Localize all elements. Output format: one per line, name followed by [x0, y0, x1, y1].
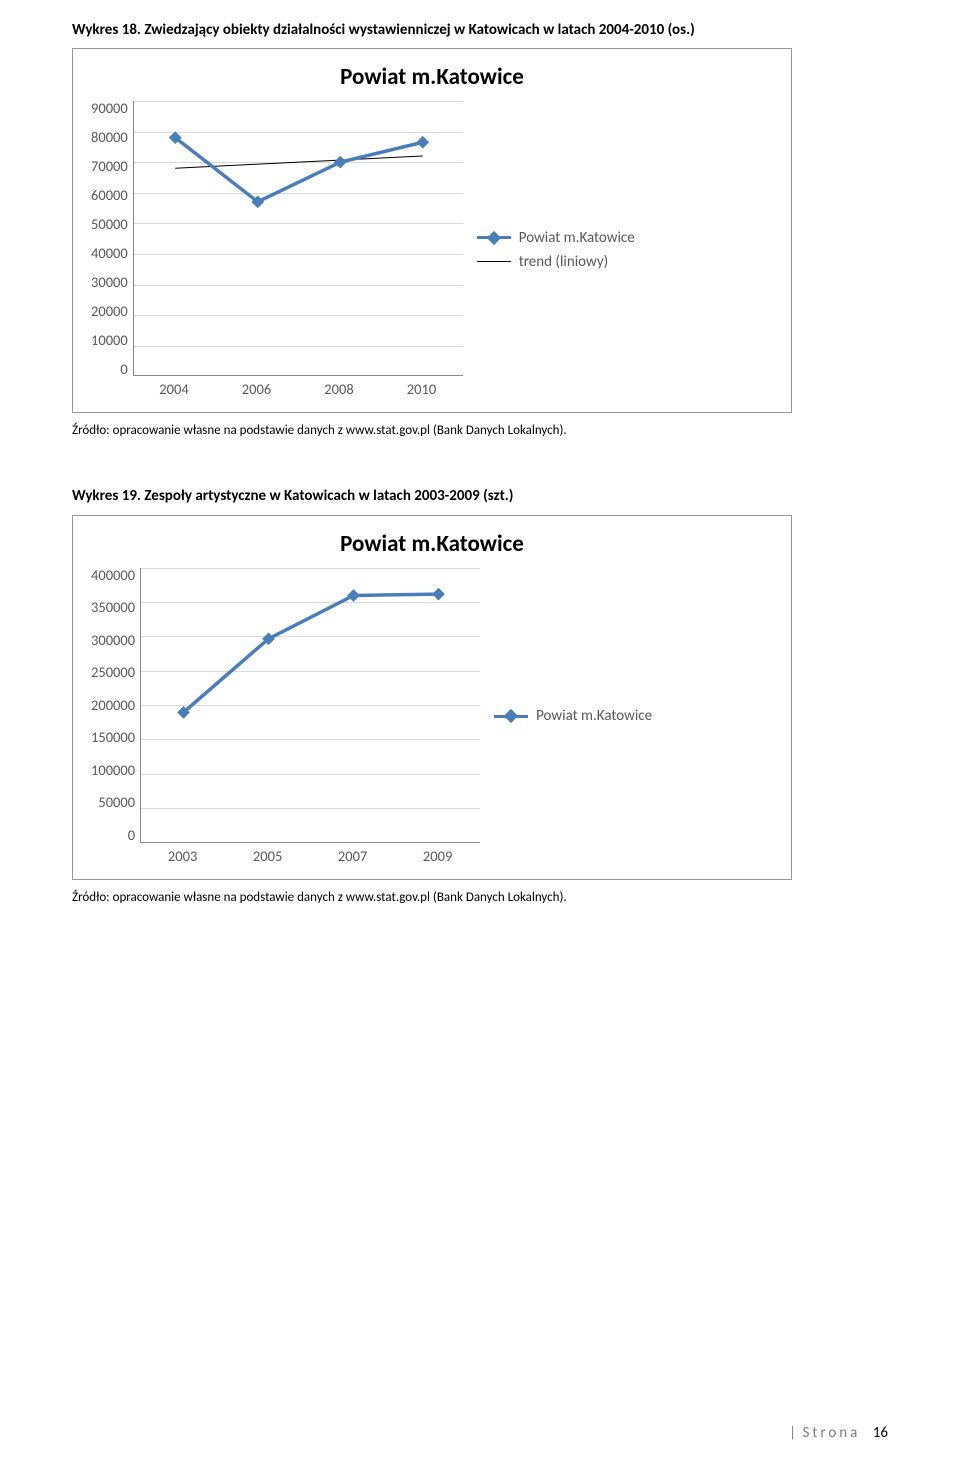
legend-item: Powiat m.Katowice: [477, 229, 635, 247]
chart2-caption: Wykres 19. Zespoły artystyczne w Katowic…: [72, 486, 888, 506]
chart2-source: Źródło: opracowanie własne na podstawie …: [72, 890, 888, 905]
y-tick-label: 250000: [91, 665, 135, 680]
x-tick-label: 2004: [133, 380, 216, 398]
chart1-source: Źródło: opracowanie własne na podstawie …: [72, 423, 888, 438]
data-series-line: [175, 138, 423, 202]
data-series-line: [184, 594, 439, 712]
page-number: 16: [873, 1424, 888, 1442]
y-tick-label: 60000: [91, 188, 128, 203]
legend-swatch: [477, 231, 511, 245]
y-tick-label: 50000: [98, 795, 135, 810]
chart1-caption: Wykres 18. Zwiedzający obiekty działalno…: [72, 20, 888, 40]
chart1-frame: Powiat m.Katowice 90000 80000 70000 60000 50…: [72, 48, 792, 413]
chart2-y-axis: 400000 350000 300000 250000 200000 150000 1000…: [91, 568, 140, 843]
legend-swatch: [477, 255, 511, 269]
chart2-legend: Powiat m.Katowice: [494, 568, 652, 865]
legend-label: Powiat m.Katowice: [536, 707, 652, 725]
y-tick-label: 20000: [91, 304, 128, 319]
footer-divider: |: [789, 1424, 796, 1442]
legend-swatch: [494, 709, 528, 723]
document-page: Wykres 18. Zwiedzający obiekty działalno…: [0, 0, 960, 1466]
chart-svg: [134, 101, 464, 376]
chart2-plot-area: [140, 568, 480, 843]
chart2-frame: Powiat m.Katowice 400000 350000 300000 2500…: [72, 515, 792, 880]
y-tick-label: 0: [128, 828, 135, 843]
x-tick-label: 2008: [298, 380, 381, 398]
y-tick-label: 90000: [91, 101, 128, 116]
y-tick-label: 50000: [91, 217, 128, 232]
chart-svg: [141, 568, 481, 843]
chart2-x-axis: 2003200520072009: [140, 843, 480, 865]
legend-label: trend (liniowy): [519, 253, 608, 271]
x-tick-label: 2003: [140, 847, 225, 865]
data-point-marker: [432, 587, 445, 600]
data-point-marker: [334, 156, 347, 169]
x-tick-label: 2005: [225, 847, 310, 865]
chart1-legend: Powiat m.Katowice trend (liniowy): [477, 101, 635, 398]
y-tick-label: 80000: [91, 130, 128, 145]
chart1-plot-area: [133, 101, 463, 376]
footer-label: Strona: [802, 1424, 860, 1442]
y-tick-label: 10000: [91, 333, 128, 348]
x-tick-label: 2010: [380, 380, 463, 398]
x-tick-label: 2006: [215, 380, 298, 398]
chart2-title: Powiat m.Katowice: [91, 530, 773, 558]
y-tick-label: 200000: [91, 698, 135, 713]
legend-item: trend (liniowy): [477, 253, 635, 271]
y-tick-label: 40000: [91, 246, 128, 261]
data-point-marker: [347, 589, 360, 602]
x-tick-label: 2009: [395, 847, 480, 865]
legend-label: Powiat m.Katowice: [519, 229, 635, 247]
y-tick-label: 350000: [91, 600, 135, 615]
y-tick-label: 300000: [91, 633, 135, 648]
page-footer: | Strona 16: [789, 1424, 888, 1442]
data-point-marker: [416, 136, 429, 149]
y-tick-label: 0: [120, 362, 127, 377]
x-tick-label: 2007: [310, 847, 395, 865]
chart1-x-axis: 2004200620082010: [133, 376, 463, 398]
chart1-y-axis: 90000 80000 70000 60000 50000 40000 30000 20000…: [91, 101, 133, 376]
y-tick-label: 30000: [91, 275, 128, 290]
y-tick-label: 150000: [91, 730, 135, 745]
y-tick-label: 100000: [91, 763, 135, 778]
y-tick-label: 400000: [91, 568, 135, 583]
chart1-title: Powiat m.Katowice: [91, 63, 773, 91]
legend-item: Powiat m.Katowice: [494, 707, 652, 725]
y-tick-label: 70000: [91, 159, 128, 174]
